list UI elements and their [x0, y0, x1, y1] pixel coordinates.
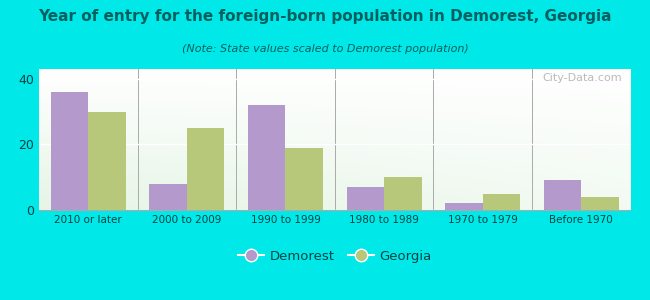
Bar [544, 181, 581, 210]
Bar [482, 194, 520, 210]
Text: Year of entry for the foreign-born population in Demorest, Georgia: Year of entry for the foreign-born popul… [38, 9, 612, 24]
Bar [384, 177, 421, 210]
Bar [346, 187, 384, 210]
Bar [285, 148, 323, 210]
Bar [51, 92, 88, 210]
Text: (Note: State values scaled to Demorest population): (Note: State values scaled to Demorest p… [181, 44, 469, 53]
Bar [581, 197, 619, 210]
Legend: Demorest, Georgia: Demorest, Georgia [233, 245, 437, 268]
Text: City-Data.com: City-Data.com [542, 73, 621, 83]
Bar [445, 203, 482, 210]
Bar [248, 105, 285, 210]
Bar [150, 184, 187, 210]
Bar [88, 112, 125, 210]
Bar [187, 128, 224, 210]
